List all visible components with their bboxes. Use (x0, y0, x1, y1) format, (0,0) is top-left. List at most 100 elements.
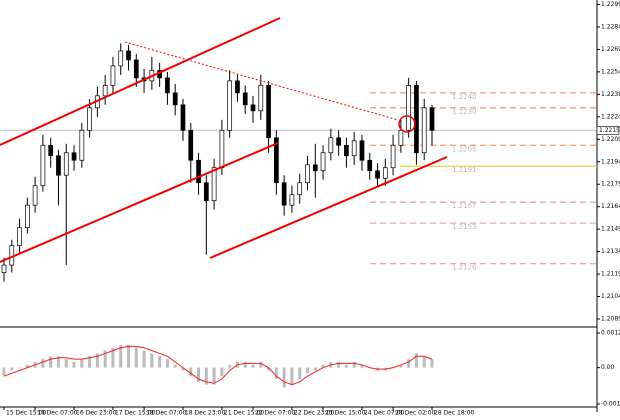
candle-body (165, 77, 170, 94)
macd-bar (274, 367, 278, 380)
macd-bar (344, 364, 348, 368)
x-tick-label: 16 Dec 07:00 (37, 410, 78, 417)
candle-body (398, 129, 404, 146)
candle-body (359, 140, 365, 161)
candle-body (242, 92, 248, 106)
level-label: 1.2205 (452, 145, 477, 153)
macd-bar (80, 359, 84, 368)
y-tick-label: 1.2254 (601, 68, 620, 75)
macd-bar (298, 367, 302, 380)
candle-body (429, 107, 435, 131)
macd-bar (72, 361, 76, 368)
candle-body (305, 164, 310, 184)
candle-body (312, 164, 318, 172)
candle-body (289, 194, 295, 206)
y-tick-label: 1.2149 (601, 226, 620, 233)
macd-bar (127, 344, 131, 368)
level-label: 1.2153 (452, 223, 477, 231)
macd-bar (134, 347, 138, 368)
macd-bar (158, 356, 162, 368)
candle-body (17, 227, 22, 246)
y-tick-label: -0.00128 (601, 401, 620, 408)
y-tick-label: 1.2119 (601, 271, 620, 278)
macd-bar (337, 361, 341, 368)
macd-bar (251, 364, 255, 368)
macd-bar (228, 364, 232, 368)
candle-body (203, 182, 209, 202)
candle-body (421, 107, 427, 154)
macd-bar (41, 359, 45, 368)
macd-bar (18, 367, 22, 369)
candle-body (71, 152, 77, 161)
candle-body (375, 170, 380, 179)
macd-bar (49, 356, 53, 368)
candle-body (188, 129, 194, 161)
y-tick-label: 1.2269 (601, 46, 620, 53)
x-tick-label: 16 Dec 23:00 (76, 410, 117, 417)
x-tick-label: 23 Dec 15:00 (325, 410, 366, 417)
macd-bar (197, 367, 201, 382)
candle-body (320, 152, 326, 172)
candle-body (336, 137, 341, 146)
candle-body (32, 185, 38, 206)
macd-bar (2, 367, 6, 377)
candle-body (328, 137, 334, 154)
candle-body (172, 92, 178, 106)
x-tick-label: 18 Dec 23:00 (185, 410, 226, 417)
macd-bar (64, 359, 68, 368)
candle-body (250, 104, 256, 112)
y-tick-label: 1.2224 (601, 113, 620, 120)
macd-bar (142, 350, 146, 368)
macd-bar (399, 364, 403, 368)
level-label: 1.2230 (452, 108, 477, 116)
candle-body (196, 159, 201, 184)
level-label: 1.2126 (452, 264, 477, 272)
highlight-circle (398, 115, 416, 133)
channel-middle (0, 142, 279, 263)
candle-body (367, 159, 373, 172)
macd-bar (111, 347, 115, 368)
level-label: 1.2191 (452, 166, 477, 174)
x-tick-label: 22 Dec 23:00 (294, 410, 335, 417)
macd-bar (313, 367, 317, 371)
y-tick-label: 1.2134 (601, 248, 620, 255)
macd-bar (282, 367, 286, 388)
candle-body (274, 137, 279, 184)
macd-bar (150, 353, 154, 368)
x-tick-label: 17 Dec 15:00 (115, 410, 156, 417)
candle-body (266, 85, 271, 139)
x-tick-label: 24 Dec 07:00 (364, 410, 405, 417)
x-tick-label: 21 Dec 15:00 (224, 410, 265, 417)
x-tick-label: 22 Dec 07:00 (255, 410, 296, 417)
y-tick-label: 0.00122 (601, 330, 620, 337)
macd-bar (243, 361, 247, 368)
macd-bar (414, 353, 418, 368)
macd-bar (119, 344, 123, 368)
macd-bar (360, 364, 364, 368)
candle-body (390, 144, 396, 169)
candle-body (351, 140, 357, 157)
macd-bar (321, 364, 325, 368)
macd-bar (212, 367, 216, 385)
macd-bar (204, 367, 208, 385)
signal-line (3, 345, 433, 386)
candle-body (1, 264, 7, 273)
macd-bar (267, 367, 271, 371)
candle-body (87, 107, 92, 131)
macd-bar (173, 364, 177, 368)
macd-bar (220, 367, 224, 377)
channel-lower (209, 156, 448, 259)
macd-bar (95, 353, 99, 368)
macd-bar (407, 359, 411, 368)
macd-bar (290, 367, 294, 385)
candle-body (344, 144, 349, 157)
candle-body (24, 204, 30, 228)
macd-bar (165, 359, 169, 368)
candle-body (126, 50, 131, 61)
x-tick-label: 28 Dec 18:00 (434, 410, 475, 417)
macd-bar (305, 367, 309, 374)
x-tick-label: 28 Dec 02:00 (395, 410, 436, 417)
candle-body (406, 85, 412, 131)
